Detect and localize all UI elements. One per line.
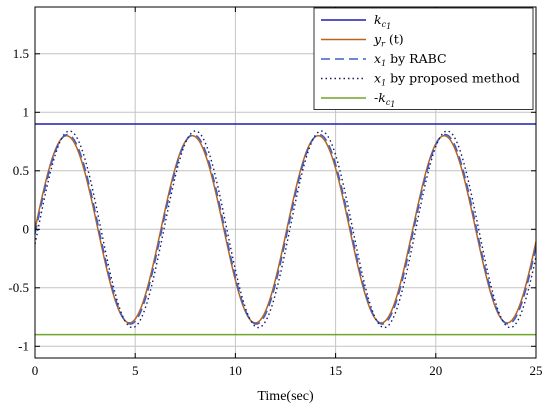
x-axis-label: Time(sec) (257, 389, 314, 404)
legend-label-2: x1 by RABC (374, 51, 447, 68)
x-tick-label: 15 (329, 363, 342, 378)
y-tick-label: 1.5 (13, 46, 29, 61)
y-tick-label: -0.5 (8, 280, 29, 295)
legend-label-4: -kc1 (374, 90, 395, 109)
y-tick-label: -1 (18, 338, 29, 353)
y-tick-label: 0 (23, 221, 30, 236)
series-line-1 (34, 134, 537, 324)
axis-ticks: 0 5 10 15 20 25 -1 -0.5 0 0.5 1 1.5 (8, 7, 543, 378)
x-tick-label: 5 (132, 363, 139, 378)
x-tick-label: 20 (429, 363, 442, 378)
legend-label-1: yr (t) (373, 32, 404, 49)
x-tick-label: 0 (32, 363, 39, 378)
plot-frame (34, 6, 537, 359)
series-layer (34, 123, 537, 336)
y-tick-label: 0.5 (13, 163, 29, 178)
legend-label-3: x1 by proposed method (374, 71, 520, 88)
legend-label-0: kc1 (374, 12, 391, 31)
y-tick-label: 1 (23, 104, 30, 119)
x-tick-label: 10 (229, 363, 242, 378)
x-tick-label: 25 (530, 363, 543, 378)
series-line-3 (34, 130, 537, 329)
